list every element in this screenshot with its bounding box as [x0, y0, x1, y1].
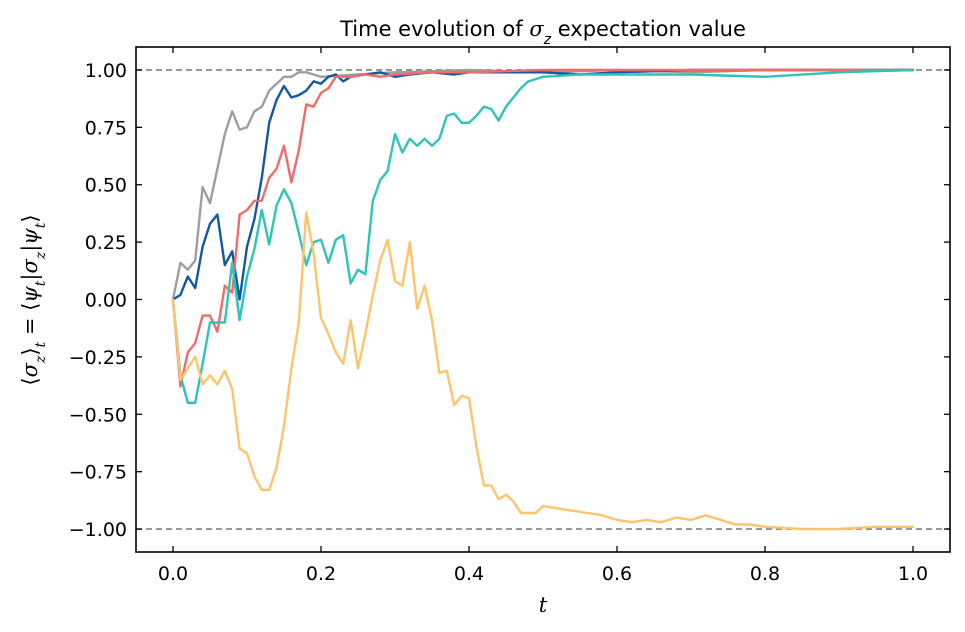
- series-line-4: [171, 68, 915, 404]
- y-tick-label: 0.50: [85, 175, 127, 197]
- y-tick-label: −0.75: [69, 462, 127, 484]
- x-axis-label: t: [539, 593, 548, 617]
- y-axis-label: ⟨σz⟩t = ⟨ψt|σz|ψt⟩: [18, 214, 49, 385]
- x-tick-label: 0.0: [158, 563, 188, 585]
- x-tick-label: 0.4: [454, 563, 484, 585]
- series-line-3: [171, 68, 915, 388]
- series-line-2: [171, 68, 915, 301]
- series-line-5: [171, 211, 915, 531]
- y-tick-label: −0.50: [69, 404, 127, 426]
- y-tick-label: 0.00: [85, 290, 127, 312]
- svg-text:⟨σz⟩t = ⟨ψt|σz|ψt⟩: ⟨σz⟩t = ⟨ψt|σz|ψt⟩: [18, 214, 49, 385]
- x-tick-label: 1.0: [898, 563, 928, 585]
- plot-frame: [135, 46, 951, 553]
- x-axis: 0.0 0.2 0.4 0.6 0.8 1.0: [158, 47, 928, 585]
- y-tick-label: −0.25: [69, 347, 127, 369]
- x-tick-label: 0.6: [602, 563, 632, 585]
- series-line-1: [171, 68, 915, 301]
- x-tick-label: 0.2: [306, 563, 336, 585]
- y-tick-label: 0.25: [85, 232, 127, 254]
- series-lines: [171, 68, 915, 531]
- chart-title: Time evolution of σz expectation value: [339, 17, 746, 48]
- y-axis: −1.00 −0.75 −0.50 −0.25 0.00 0.25 0.50 0.75 1.00: [69, 60, 950, 541]
- y-tick-label: 1.00: [85, 60, 127, 82]
- y-tick-label: 0.75: [85, 117, 127, 139]
- reference-lines: [136, 69, 950, 530]
- x-tick-label: 0.8: [750, 563, 780, 585]
- y-tick-label: −1.00: [69, 519, 127, 541]
